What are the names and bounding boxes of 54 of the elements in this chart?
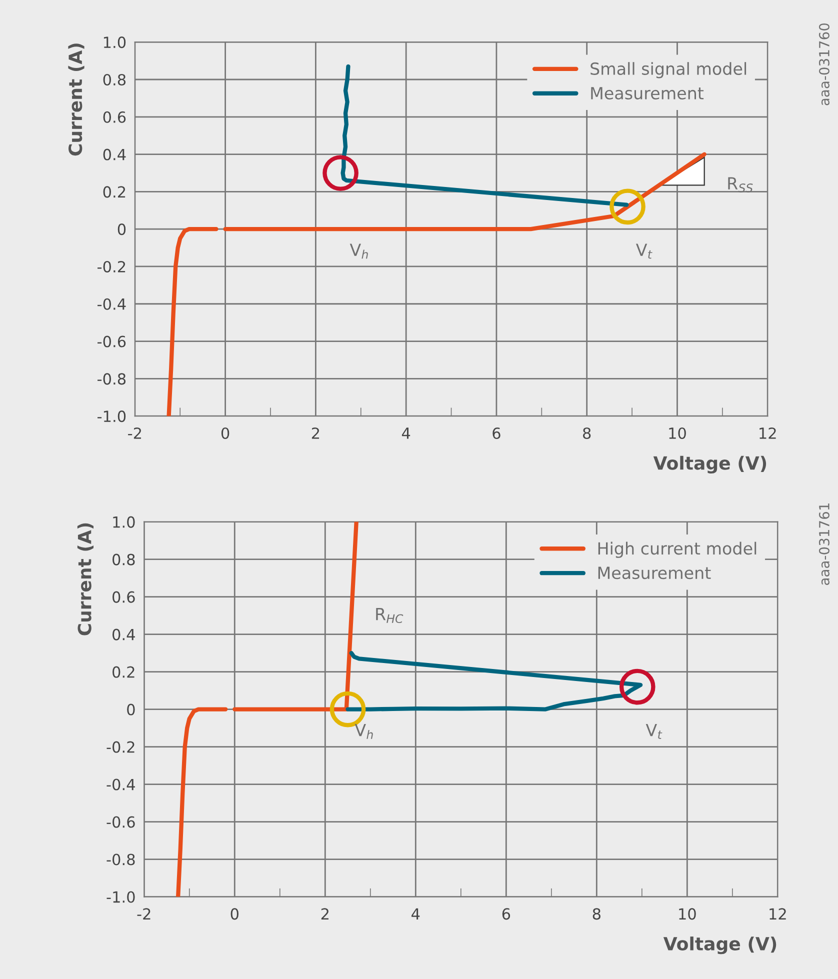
annotation: V$_{h}$ xyxy=(354,724,373,739)
annotation: R$_{SS}$ xyxy=(728,177,753,192)
x-tick-label: 4 xyxy=(402,428,410,439)
y-tick-label: -0.4 xyxy=(98,298,126,310)
legend-label: Measurement xyxy=(598,566,711,580)
y-tick-label: 0.4 xyxy=(112,628,135,640)
annotation: V$_{h}$ xyxy=(350,244,368,259)
text: aaa-031760 xyxy=(818,23,830,106)
y-tick-label: 0 xyxy=(127,704,135,716)
x-axis-title: Voltage (V) xyxy=(653,456,766,474)
x-tick-label: 2 xyxy=(321,908,328,920)
x-tick-label: 4 xyxy=(412,908,420,920)
x-tick-label: 10 xyxy=(669,427,686,440)
x-tick-label: 0 xyxy=(221,427,230,440)
y-tick-label: 0.2 xyxy=(103,186,126,198)
y-axis-title: Current (A) xyxy=(68,44,84,156)
legend-label: Measurement xyxy=(591,87,704,100)
y-tick-label: 0 xyxy=(118,224,126,236)
x-tick-label: 6 xyxy=(492,427,500,440)
y-tick-label: -0.8 xyxy=(98,373,126,385)
y-tick-label: -0.8 xyxy=(106,854,135,866)
x-tick-label: 12 xyxy=(770,908,786,920)
y-tick-label: 0.6 xyxy=(112,591,135,603)
x-tick-label: 10 xyxy=(679,908,696,920)
x-tick-label: -2 xyxy=(137,908,150,920)
x-tick-label: 8 xyxy=(592,908,600,920)
y-tick-label: -1.0 xyxy=(106,891,135,903)
legend-label: High current model xyxy=(598,542,756,558)
y-tick-label: 0.6 xyxy=(103,111,126,123)
y-tick-label: -0.6 xyxy=(98,336,126,348)
x-axis-title: Voltage (V) xyxy=(663,936,776,954)
y-tick-label: -1.0 xyxy=(98,410,126,422)
y-tick-label: -0.2 xyxy=(106,741,134,753)
y-tick-label: -0.6 xyxy=(106,816,135,828)
annotation: V$_{t}$ xyxy=(636,244,652,259)
annotation: R$_{HC}$ xyxy=(376,608,404,624)
y-tick-label: 0.8 xyxy=(103,74,126,86)
y-tick-label: 1.0 xyxy=(113,516,135,528)
y-tick-label: -0.2 xyxy=(98,260,126,273)
y-tick-label: 0.4 xyxy=(103,148,126,160)
y-tick-label: 0.8 xyxy=(112,554,135,566)
text: aaa-031761 xyxy=(818,504,830,585)
y-tick-label: 1.0 xyxy=(104,36,126,48)
legend-label: Small signal model xyxy=(590,62,746,78)
y-axis-title: Current (A) xyxy=(77,523,94,636)
annotation: V$_{t}$ xyxy=(646,724,662,739)
x-tick-label: 2 xyxy=(312,427,320,439)
x-tick-label: 12 xyxy=(760,427,776,439)
x-tick-label: 0 xyxy=(230,908,238,920)
y-tick-label: 0.2 xyxy=(112,666,134,678)
x-tick-label: -2 xyxy=(128,427,142,439)
y-tick-label: -0.4 xyxy=(106,778,135,790)
x-tick-label: 6 xyxy=(502,908,510,920)
x-tick-label: 8 xyxy=(583,427,591,440)
